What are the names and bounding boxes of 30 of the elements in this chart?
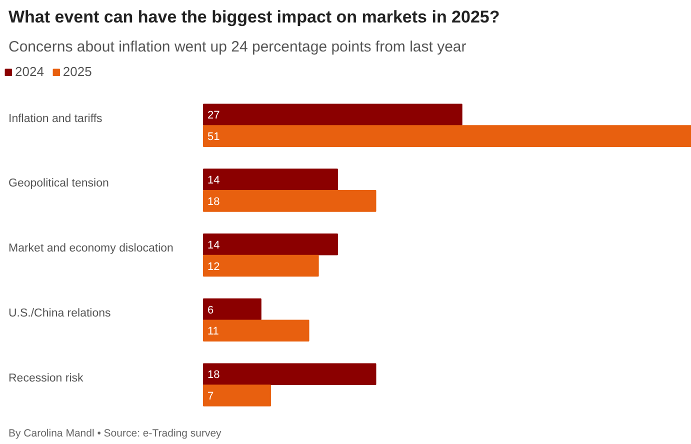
data-label: 12 <box>208 260 220 273</box>
bar <box>203 104 462 126</box>
bar <box>203 363 376 386</box>
data-label: 6 <box>208 304 214 316</box>
data-label: 18 <box>208 369 220 382</box>
bar <box>203 168 338 190</box>
legend-label: 2025 <box>62 64 92 79</box>
bar <box>203 384 271 406</box>
chart-subtitle: Concerns about inflation went up 24 percentage points from last year <box>8 38 466 56</box>
bar <box>203 254 319 277</box>
bar <box>203 320 310 342</box>
text: By Carolina Mandl • Source: e-Trading survey <box>8 428 222 440</box>
bar <box>203 298 262 320</box>
bar <box>203 190 376 212</box>
y-tick-label: Geopolitical tension <box>8 178 109 190</box>
y-tick-label: U.S./China relations <box>8 307 112 320</box>
data-label: 51 <box>208 131 220 144</box>
data-label: 11 <box>208 326 219 338</box>
data-label: 27 <box>208 110 220 122</box>
data-label: 14 <box>208 174 220 187</box>
bar <box>203 234 338 256</box>
bar <box>203 125 691 147</box>
chart-title: What event can have the biggest impact on markets in 2025? <box>8 8 500 26</box>
y-tick-label: Market and economy dislocation <box>8 242 174 255</box>
data-label: 7 <box>208 390 214 403</box>
y-tick-label: Inflation and tariffs <box>8 112 103 125</box>
data-label: 14 <box>208 239 220 252</box>
legend-label: 2024 <box>15 64 44 79</box>
y-tick-label: Recession risk <box>8 372 84 384</box>
data-label: 18 <box>208 196 220 208</box>
